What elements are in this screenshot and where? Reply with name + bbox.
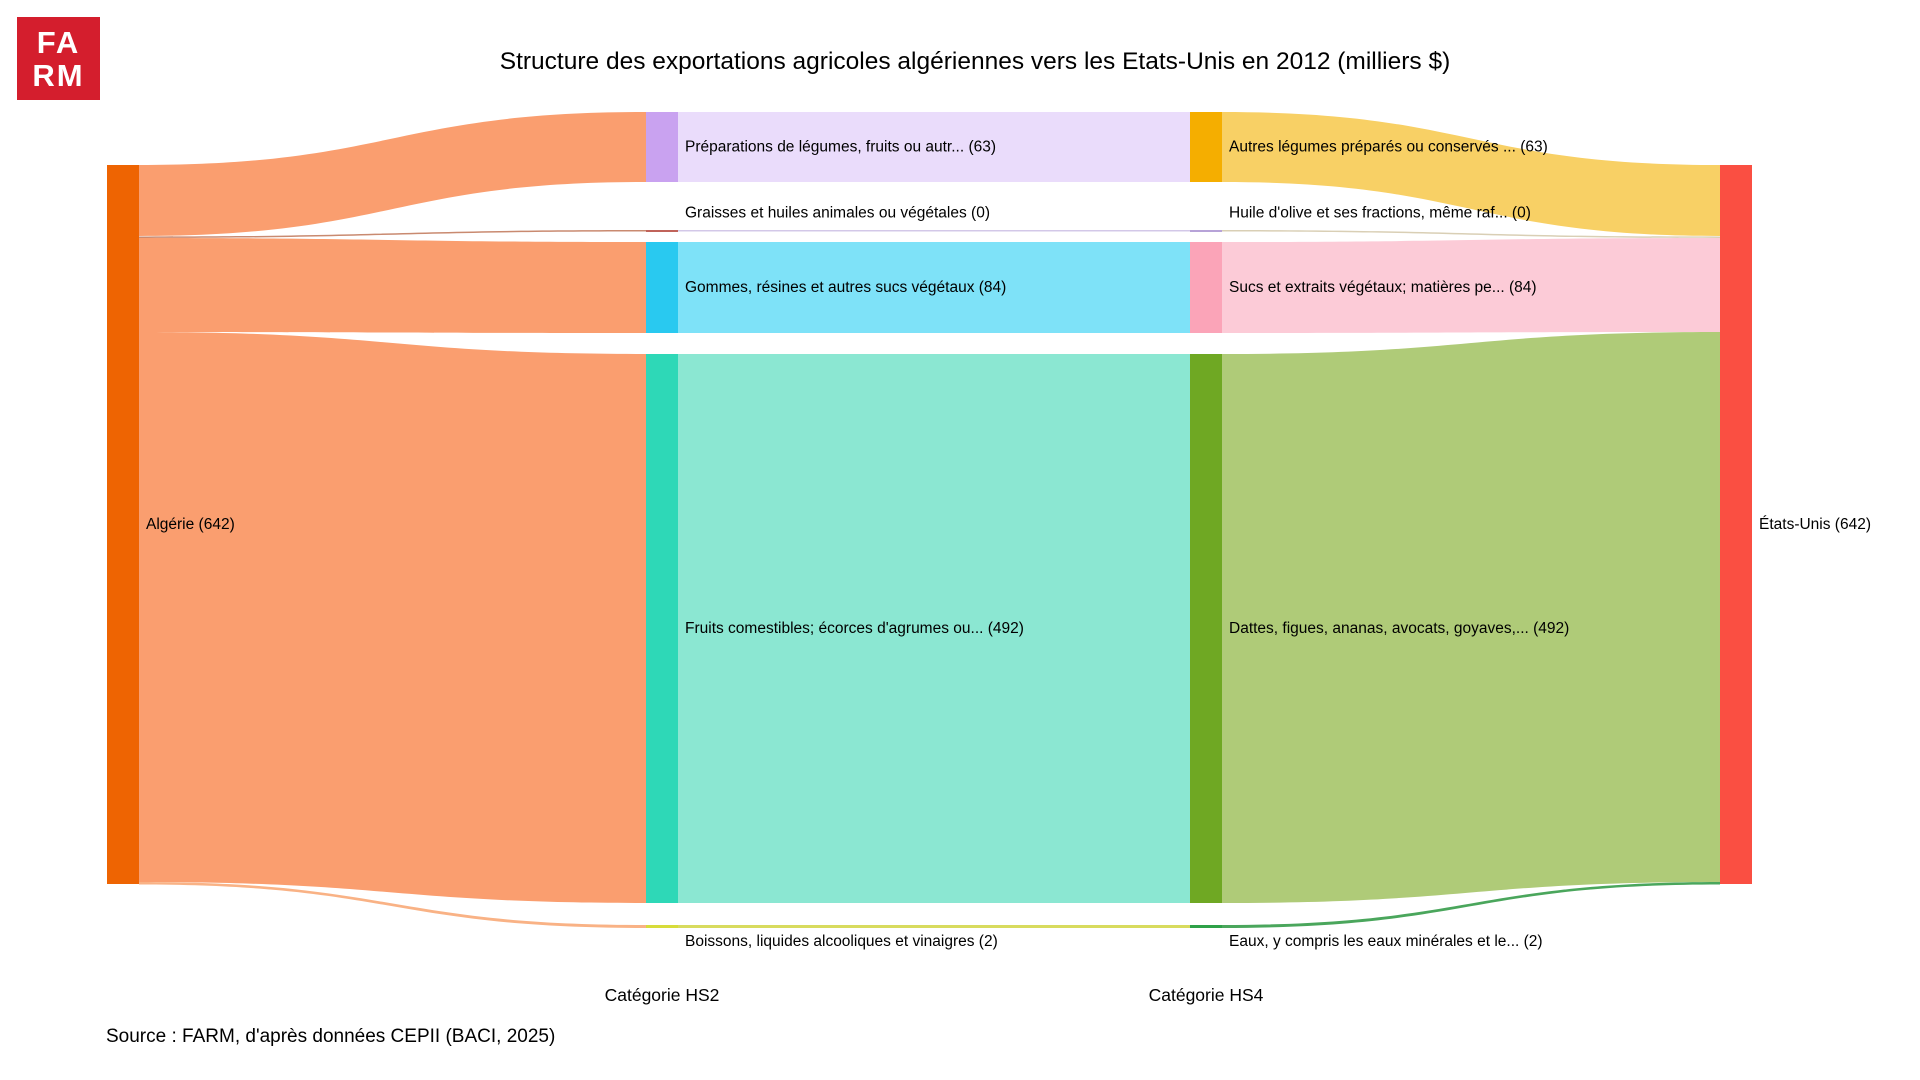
column-label-hs4: Catégorie HS4: [1148, 985, 1264, 1005]
source-caption: Source : FARM, d'après données CEPII (BA…: [106, 1026, 556, 1047]
sankey-node-sucs[interactable]: [1190, 242, 1222, 333]
sankey-node-label-dattes: Dattes, figues, ananas, avocats, goyaves…: [1229, 620, 1569, 637]
sankey-node-autres[interactable]: [1190, 112, 1222, 182]
chart-title: Structure des exportations agricoles alg…: [499, 48, 1451, 75]
sankey-link-sucs-us[interactable]: [1222, 238, 1720, 333]
sankey-link-eaux-us[interactable]: [1222, 882, 1720, 928]
sankey-link-graisses-huile[interactable]: [678, 230, 1190, 232]
sankey-link-algerie-fruits[interactable]: [139, 332, 646, 903]
sankey-node-label-autres: Autres légumes préparés ou conservés ...…: [1229, 139, 1548, 156]
sankey-node-label-graisses: Graisses et huiles animales ou végétales…: [685, 205, 990, 222]
sankey-link-algerie-boissons[interactable]: [139, 882, 646, 928]
sankey-node-label-fruits: Fruits comestibles; écorces d'agrumes ou…: [685, 620, 1024, 637]
sankey-link-gommes-sucs[interactable]: [678, 242, 1190, 333]
sankey-node-gommes[interactable]: [646, 242, 678, 333]
sankey-link-huile-us[interactable]: [1222, 230, 1720, 238]
sankey-node-boissons[interactable]: [646, 925, 678, 928]
sankey-node-us[interactable]: [1720, 165, 1752, 884]
sankey-link-algerie-prep[interactable]: [139, 112, 646, 236]
farm-logo: FA RM: [17, 17, 100, 100]
sankey-link-algerie-gommes[interactable]: [139, 238, 646, 333]
sankey-node-dattes[interactable]: [1190, 354, 1222, 903]
sankey-node-fruits[interactable]: [646, 354, 678, 903]
sankey-link-algerie-graisses[interactable]: [139, 230, 646, 238]
sankey-node-label-gommes: Gommes, résines et autres sucs végétaux …: [685, 279, 1006, 296]
sankey-link-dattes-us[interactable]: [1222, 332, 1720, 903]
sankey-node-graisses[interactable]: [646, 230, 678, 232]
sankey-link-autres-us[interactable]: [1222, 112, 1720, 236]
sankey-node-huile[interactable]: [1190, 230, 1222, 232]
sankey-link-fruits-dattes[interactable]: [678, 354, 1190, 903]
sankey-node-label-us: États-Unis (642): [1759, 516, 1871, 533]
column-label-hs2: Catégorie HS2: [604, 985, 720, 1005]
sankey-node-label-prep: Préparations de légumes, fruits ou autr.…: [685, 139, 996, 156]
sankey-node-prep[interactable]: [646, 112, 678, 182]
farm-logo-line2: RM: [32, 57, 85, 93]
sankey-node-algerie[interactable]: [107, 165, 139, 884]
sankey-node-label-eaux: Eaux, y compris les eaux minérales et le…: [1229, 933, 1543, 950]
sankey-node-label-algerie: Algérie (642): [146, 516, 235, 533]
sankey-node-label-sucs: Sucs et extraits végétaux; matières pe..…: [1229, 279, 1537, 296]
sankey-node-eaux[interactable]: [1190, 925, 1222, 928]
sankey-link-prep-autres[interactable]: [678, 112, 1190, 182]
sankey-link-boissons-eaux[interactable]: [678, 925, 1190, 928]
sankey-node-label-huile: Huile d'olive et ses fractions, même raf…: [1229, 205, 1531, 222]
sankey-node-label-boissons: Boissons, liquides alcooliques et vinaig…: [685, 933, 998, 950]
farm-logo-line1: FA: [36, 24, 81, 60]
